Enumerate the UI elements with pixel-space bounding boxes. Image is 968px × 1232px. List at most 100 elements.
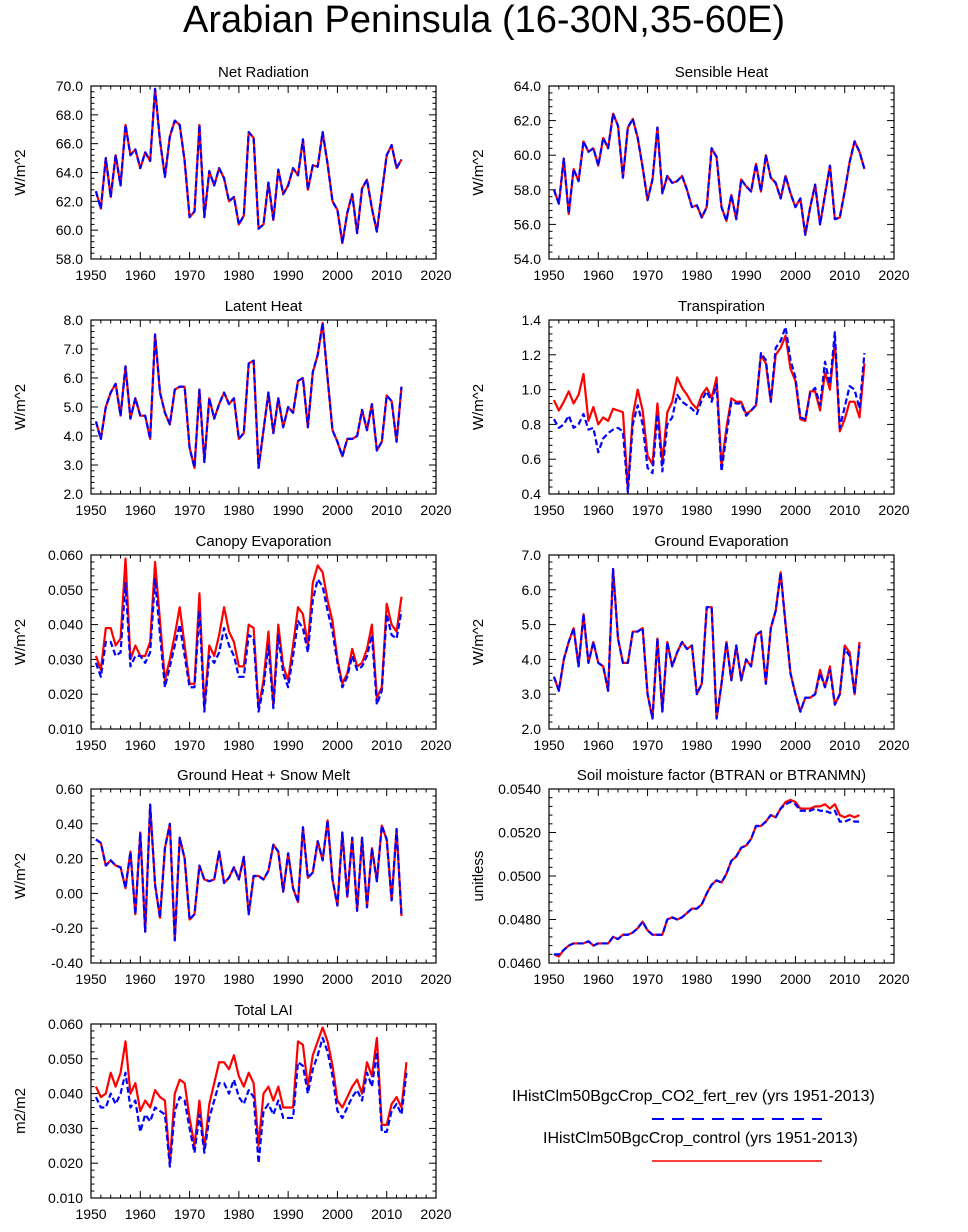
series-line-control xyxy=(552,334,866,490)
y-tick-label: 6.0 xyxy=(64,370,84,386)
x-tick-label: 1990 xyxy=(273,502,304,518)
y-tick-label: 4.0 xyxy=(522,651,542,667)
y-axis-label: W/m^2 xyxy=(12,853,29,899)
y-tick-label: 8.0 xyxy=(64,312,84,328)
x-tick-label: 2000 xyxy=(780,267,811,283)
series-line-co2 xyxy=(552,325,866,494)
y-axis-label: unitless xyxy=(470,851,487,902)
x-tick-label: 1970 xyxy=(174,971,205,987)
x-tick-label: 1990 xyxy=(273,737,304,753)
x-tick-label: 2010 xyxy=(829,267,860,283)
panel-title-ground-evaporation: Ground Evaporation xyxy=(654,533,788,550)
x-tick-label: 1990 xyxy=(731,737,762,753)
x-tick-label: 1980 xyxy=(681,267,712,283)
legend-label-co2: IHistClm50BgcCrop_CO2_fert_rev (yrs 1951… xyxy=(512,1088,875,1105)
y-tick-label: 64.0 xyxy=(56,165,83,181)
panel-title-soil-moisture-factor-btran-or-btranmn: Soil moisture factor (BTRAN or BTRANMN) xyxy=(577,767,866,784)
plot-frame xyxy=(90,319,437,495)
series-line-control xyxy=(94,321,403,469)
x-tick-label: 2000 xyxy=(780,502,811,518)
x-tick-label: 2020 xyxy=(420,1206,451,1222)
y-tick-label: 62.0 xyxy=(514,113,541,129)
panel-ground-heat-snow-melt: Ground Heat + Snow Melt W/m^2 1950 1960 1970… xyxy=(12,767,452,987)
x-tick-label: 1990 xyxy=(273,267,304,283)
y-tick-label: 0.00 xyxy=(56,885,83,901)
x-tick-label: 1980 xyxy=(223,267,254,283)
plot-frame xyxy=(90,788,437,964)
x-tick-label: 2020 xyxy=(878,502,909,518)
x-tick-label: 1990 xyxy=(731,502,762,518)
panel-title-total-lai: Total LAI xyxy=(234,1002,292,1019)
series-line-control xyxy=(553,798,860,958)
y-tick-label: 0.010 xyxy=(48,721,83,737)
y-tick-label: 0.040 xyxy=(48,1086,83,1102)
plot-frame xyxy=(90,1023,437,1199)
x-tick-label: 2010 xyxy=(371,971,402,987)
y-tick-label: 64.0 xyxy=(514,78,541,94)
x-tick-label: 2000 xyxy=(322,737,353,753)
y-tick-label: 0.8 xyxy=(522,416,542,432)
x-tick-label: 1950 xyxy=(533,502,564,518)
x-tick-label: 2000 xyxy=(322,502,353,518)
x-tick-label: 1990 xyxy=(731,267,762,283)
y-tick-label: 0.060 xyxy=(48,1016,83,1032)
x-tick-label: 1960 xyxy=(583,502,614,518)
y-tick-label: 70.0 xyxy=(56,78,83,94)
y-tick-label: 3.0 xyxy=(64,457,84,473)
y-tick-label: 0.40 xyxy=(56,816,83,832)
y-axis-label: W/m^2 xyxy=(470,384,487,430)
x-tick-label: 1980 xyxy=(681,502,712,518)
y-tick-label: 7.0 xyxy=(64,341,84,357)
plot-frame xyxy=(548,788,895,964)
x-tick-label: 1960 xyxy=(583,971,614,987)
series-line-co2 xyxy=(553,800,860,956)
y-tick-label: 0.6 xyxy=(522,451,542,467)
x-tick-label: 1970 xyxy=(174,737,205,753)
x-tick-label: 2010 xyxy=(829,971,860,987)
y-tick-label: 0.0460 xyxy=(498,955,541,971)
y-tick-label: -0.40 xyxy=(51,955,83,971)
y-tick-label: 62.0 xyxy=(56,193,83,209)
x-tick-label: 2010 xyxy=(829,737,860,753)
x-tick-label: 2010 xyxy=(371,267,402,283)
y-tick-label: 0.0520 xyxy=(498,825,541,841)
x-tick-label: 2020 xyxy=(878,267,909,283)
x-tick-label: 1980 xyxy=(681,737,712,753)
panel-total-lai: Total LAI m2/m2 1950 1960 1970 1980 1990 2000 20… xyxy=(12,1002,452,1222)
y-tick-label: 7.0 xyxy=(522,547,542,563)
series-line-co2 xyxy=(94,321,403,469)
y-axis-label: W/m^2 xyxy=(470,619,487,665)
x-tick-label: 1960 xyxy=(125,971,156,987)
y-tick-label: 0.0480 xyxy=(498,912,541,928)
y-tick-label: 60.0 xyxy=(514,147,541,163)
x-tick-label: 1990 xyxy=(273,971,304,987)
y-tick-label: 2.0 xyxy=(64,486,84,502)
y-tick-label: 0.020 xyxy=(48,1155,83,1171)
x-tick-label: 2020 xyxy=(420,737,451,753)
y-tick-label: 0.0540 xyxy=(498,781,541,797)
series-line-co2 xyxy=(552,112,866,236)
panel-title-latent-heat: Latent Heat xyxy=(225,298,303,315)
x-tick-label: 1970 xyxy=(632,502,663,518)
x-tick-label: 1950 xyxy=(75,267,106,283)
y-tick-label: 4.0 xyxy=(64,428,84,444)
x-tick-label: 1960 xyxy=(125,1206,156,1222)
y-tick-label: 5.0 xyxy=(522,617,542,633)
y-tick-label: 0.030 xyxy=(48,651,83,667)
x-tick-label: 2020 xyxy=(420,971,451,987)
y-axis-label: m2/m2 xyxy=(12,1088,29,1134)
y-tick-label: 0.030 xyxy=(48,1120,83,1136)
x-tick-label: 1970 xyxy=(174,1206,205,1222)
panel-net-radiation: Net Radiation W/m^2 1950 1960 1970 1980 1990 20… xyxy=(12,64,452,283)
y-tick-label: 54.0 xyxy=(514,251,541,267)
plot-frame xyxy=(90,85,437,260)
panel-soil-moisture-factor-btran-or-btranmn: Soil moisture factor (BTRAN or BTRANMN) u… xyxy=(470,767,910,987)
series-line-co2 xyxy=(94,578,403,713)
series-line-control xyxy=(94,1026,408,1165)
y-tick-label: 0.0500 xyxy=(498,868,541,884)
y-tick-label: 58.0 xyxy=(56,251,83,267)
y-tick-label: 0.010 xyxy=(48,1190,83,1206)
y-tick-label: 5.0 xyxy=(64,399,84,415)
y-tick-label: 0.60 xyxy=(56,781,83,797)
